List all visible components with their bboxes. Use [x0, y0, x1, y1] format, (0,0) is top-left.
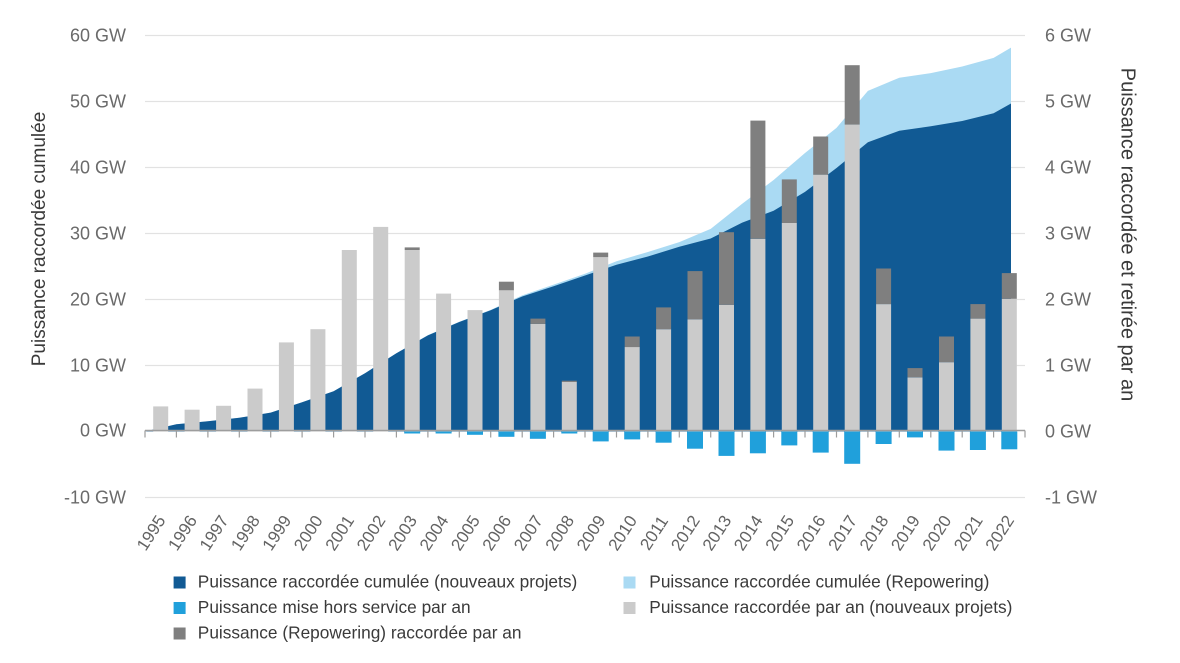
svg-text:30 GW: 30 GW [70, 224, 126, 244]
svg-text:50 GW: 50 GW [70, 92, 126, 112]
svg-text:3 GW: 3 GW [1045, 224, 1091, 244]
svg-text:Puissance (Repowering) raccord: Puissance (Repowering) raccordée par an [198, 623, 522, 643]
svg-text:Puissance raccordée cumulée: Puissance raccordée cumulée [29, 112, 50, 367]
svg-text:10 GW: 10 GW [70, 356, 126, 376]
svg-text:Puissance raccordée cumulée (R: Puissance raccordée cumulée (Repowering) [649, 572, 989, 592]
svg-text:-1 GW: -1 GW [1045, 488, 1097, 508]
svg-text:40 GW: 40 GW [70, 158, 126, 178]
svg-text:Puissance raccordée par an (no: Puissance raccordée par an (nouveaux pro… [649, 597, 1012, 617]
svg-text:1 GW: 1 GW [1045, 356, 1091, 376]
svg-text:4 GW: 4 GW [1045, 158, 1091, 178]
svg-text:0 GW: 0 GW [1045, 422, 1091, 442]
svg-text:Puissance raccordée et retirée: Puissance raccordée et retirée par an [1117, 68, 1139, 402]
svg-text:20 GW: 20 GW [70, 290, 126, 310]
svg-text:Puissance raccordée cumulée (n: Puissance raccordée cumulée (nouveaux pr… [198, 572, 577, 592]
svg-text:Puissance mise hors service pa: Puissance mise hors service par an [198, 597, 471, 617]
svg-text:-10 GW: -10 GW [64, 488, 126, 508]
svg-text:0 GW: 0 GW [80, 421, 126, 441]
svg-text:60 GW: 60 GW [70, 26, 126, 46]
svg-text:2 GW: 2 GW [1045, 290, 1091, 310]
svg-text:6 GW: 6 GW [1045, 26, 1091, 46]
svg-text:5 GW: 5 GW [1045, 92, 1091, 112]
